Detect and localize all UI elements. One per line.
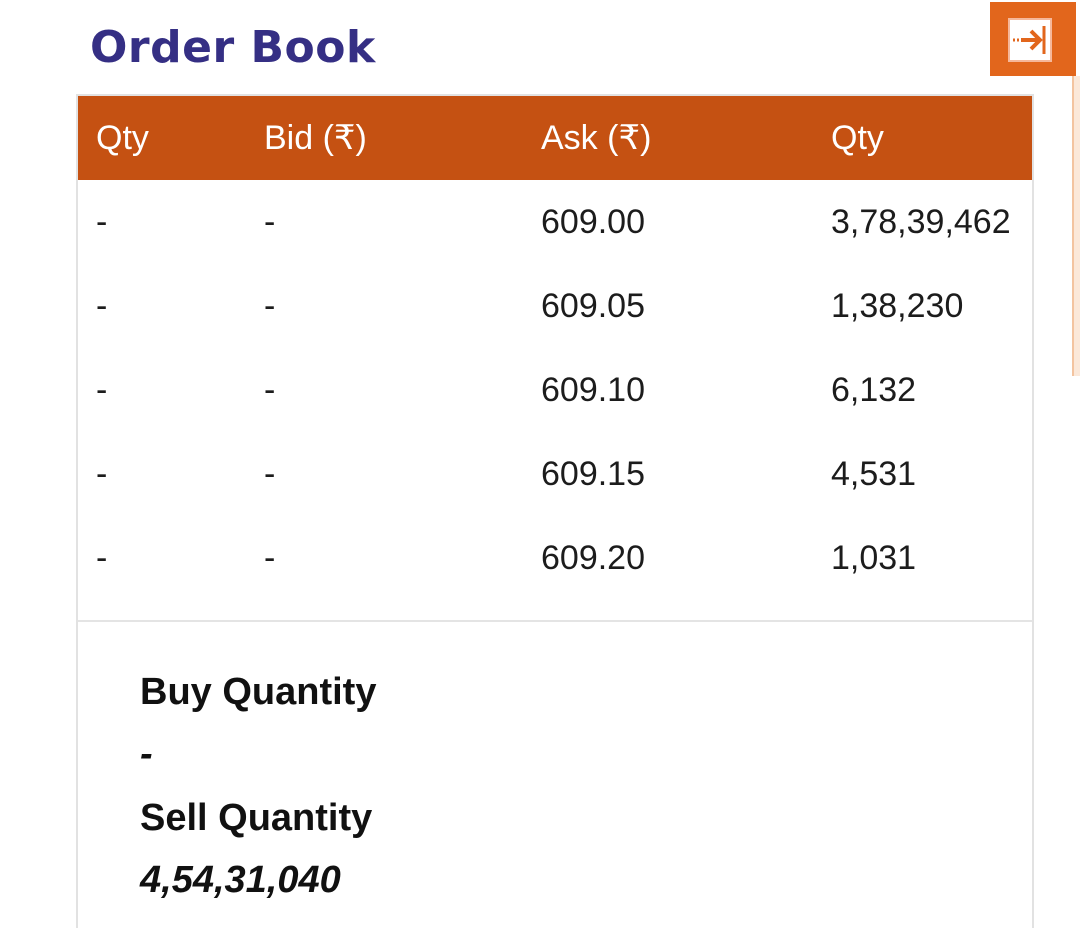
bid-qty-cell: - <box>96 371 108 409</box>
ask-price-cell: 609.05 <box>541 287 645 325</box>
table-row: - - 609.00 3,78,39,462 <box>78 180 1032 264</box>
bid-qty-cell: - <box>96 203 108 241</box>
ask-qty-cell: 3,78,39,462 <box>831 203 1011 241</box>
bid-qty-cell: - <box>96 287 108 325</box>
bid-price-cell: - <box>264 539 276 577</box>
header-ask-price: Ask (₹) <box>541 119 652 157</box>
exit-button[interactable] <box>990 2 1076 76</box>
ask-qty-cell: 1,031 <box>831 539 917 577</box>
sell-quantity-value: 4,54,31,040 <box>140 859 341 901</box>
sell-quantity-label: Sell Quantity <box>140 797 373 839</box>
bid-price-cell: - <box>264 203 276 241</box>
table-row: - - 609.20 1,031 <box>78 516 1032 600</box>
table-row: - - 609.05 1,38,230 <box>78 264 1032 348</box>
header-bid-qty: Qty <box>96 119 149 157</box>
ask-qty-cell: 4,531 <box>831 455 917 493</box>
table-row: - - 609.15 4,531 <box>78 432 1032 516</box>
table-divider <box>78 620 1032 622</box>
bid-qty-cell: - <box>96 539 108 577</box>
bid-price-cell: - <box>264 455 276 493</box>
page-title: Order Book <box>90 22 376 73</box>
ask-price-cell: 609.10 <box>541 371 645 409</box>
exit-arrow-icon <box>1008 18 1052 62</box>
ask-qty-cell: 1,38,230 <box>831 287 964 325</box>
header-bid-price: Bid (₹) <box>264 119 367 157</box>
header-ask-qty: Qty <box>831 119 884 157</box>
table-header: Qty Bid (₹) Ask (₹) Qty <box>78 96 1032 180</box>
bid-price-cell: - <box>264 287 276 325</box>
ask-price-cell: 609.15 <box>541 455 645 493</box>
ask-price-cell: 609.00 <box>541 203 645 241</box>
bid-qty-cell: - <box>96 455 108 493</box>
side-drawer-edge <box>1072 76 1080 376</box>
table-row: - - 609.10 6,132 <box>78 348 1032 432</box>
buy-quantity-value: - <box>140 733 153 775</box>
order-book-panel: Qty Bid (₹) Ask (₹) Qty - - 609.00 3,78,… <box>76 94 1034 928</box>
ask-price-cell: 609.20 <box>541 539 645 577</box>
bid-price-cell: - <box>264 371 276 409</box>
buy-quantity-label: Buy Quantity <box>140 671 377 713</box>
ask-qty-cell: 6,132 <box>831 371 917 409</box>
